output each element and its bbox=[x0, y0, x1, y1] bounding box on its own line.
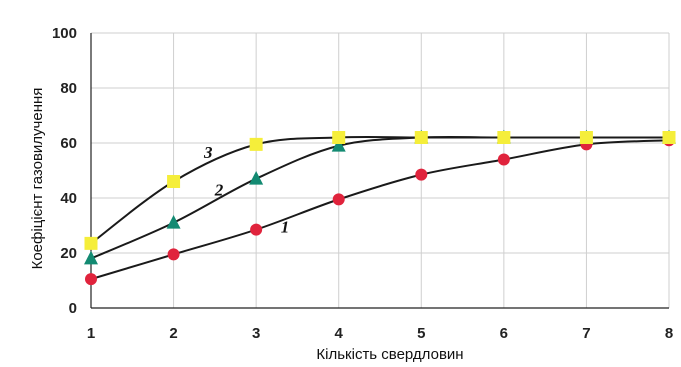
series-1-point bbox=[332, 193, 345, 206]
y-tick-label: 40 bbox=[60, 190, 77, 207]
y-tick-label: 20 bbox=[60, 245, 77, 262]
series-3-point bbox=[84, 236, 98, 250]
series-2-point bbox=[84, 250, 98, 265]
series-3-label: 3 bbox=[203, 143, 213, 162]
series-1-point bbox=[497, 153, 510, 166]
series-1-point bbox=[415, 168, 428, 181]
series-1-point bbox=[250, 223, 263, 236]
series-1-label: 1 bbox=[281, 217, 290, 236]
series-1-line bbox=[90, 139, 670, 281]
x-tick-label: 3 bbox=[252, 325, 260, 342]
series-3-point bbox=[332, 131, 346, 144]
y-axis-title: Коефіцієнт газовилучення bbox=[29, 88, 46, 270]
series-2-point bbox=[166, 214, 181, 229]
series-markers bbox=[84, 129, 676, 286]
y-tick-label: 60 bbox=[60, 135, 77, 152]
curve-labels: 1 23 bbox=[203, 143, 289, 236]
x-axis-title: Кількість свердловин bbox=[316, 346, 463, 363]
series-2-point bbox=[331, 137, 346, 152]
series-3-point bbox=[497, 131, 511, 144]
x-tick-label: 1 bbox=[87, 325, 95, 342]
series-3-point bbox=[249, 137, 263, 151]
series-2-point bbox=[249, 170, 264, 185]
y-tick-label: 100 bbox=[52, 25, 77, 42]
x-tick-label: 7 bbox=[582, 325, 590, 342]
series-3-point bbox=[662, 131, 676, 144]
y-tick-label: 0 bbox=[69, 300, 77, 317]
series-3-point bbox=[579, 131, 593, 144]
series-1-point bbox=[85, 273, 97, 286]
y-tick-label: 80 bbox=[60, 80, 77, 97]
grid bbox=[90, 32, 670, 309]
series-3-point bbox=[414, 131, 428, 144]
x-tick-label: 6 bbox=[500, 325, 508, 342]
series-3-point bbox=[167, 175, 181, 188]
x-tick-label: 2 bbox=[169, 325, 177, 342]
series-2-label: 2 bbox=[214, 180, 224, 199]
x-tick-label: 8 bbox=[665, 325, 673, 342]
x-tick-label: 5 bbox=[417, 325, 425, 342]
x-tick-label: 4 bbox=[335, 325, 344, 342]
series-1-point bbox=[167, 248, 180, 261]
